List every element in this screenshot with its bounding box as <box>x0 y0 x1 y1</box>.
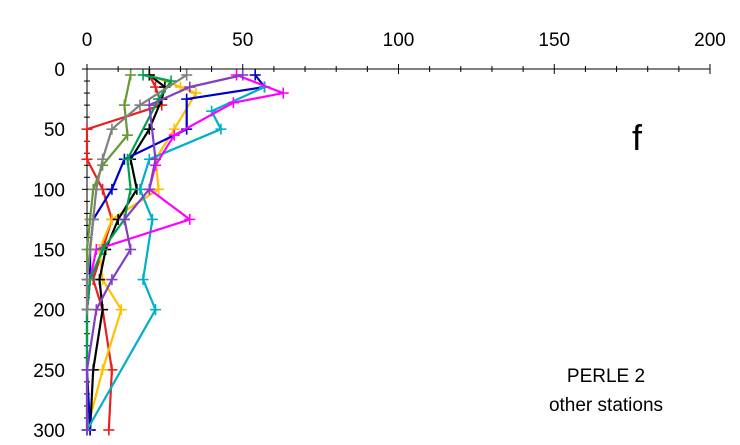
series-6-point <box>277 87 289 99</box>
series-8-point <box>81 364 93 376</box>
chart-series-layer <box>81 69 289 436</box>
x-tick-label: 50 <box>232 30 253 51</box>
series-3-point <box>93 274 105 286</box>
series-10 <box>81 69 193 316</box>
series-8-point <box>184 81 196 93</box>
series-4-point <box>181 93 193 105</box>
series-7-point <box>97 244 109 255</box>
series-4-point <box>249 69 261 81</box>
series-2-point <box>115 304 127 316</box>
series-4-point <box>106 183 118 195</box>
series-6-point <box>227 97 239 109</box>
series-4 <box>81 69 271 436</box>
series-8-point <box>237 69 249 81</box>
series-9-point <box>125 69 137 81</box>
series-9-point <box>118 99 130 111</box>
series-8-point <box>118 213 130 225</box>
series-8-point <box>143 183 155 195</box>
y-tick-label: 250 <box>33 361 65 382</box>
series-8-point <box>90 304 102 316</box>
series-8 <box>81 69 249 436</box>
series-2-point <box>97 364 109 376</box>
series-6-point <box>168 129 180 141</box>
series-1-point <box>103 424 115 436</box>
series-7-point <box>125 183 137 195</box>
series-5-point <box>146 213 158 225</box>
series-8-point <box>106 274 118 286</box>
series-5 <box>81 81 271 436</box>
chart-axes: 0 50 100 150 200 0 50 100 150 200 250 300 <box>33 30 726 442</box>
series-8-point <box>143 99 155 111</box>
series-1-point <box>106 364 118 376</box>
series-7-point <box>137 69 149 81</box>
series-5-line <box>86 85 266 431</box>
series-5-point <box>134 183 146 195</box>
series-10-point <box>134 99 146 111</box>
series-10-point <box>106 123 118 135</box>
x-tick-label: 150 <box>538 30 570 51</box>
series-8-point <box>125 244 137 255</box>
series-10-point <box>97 153 109 165</box>
y-tick-label: 50 <box>44 120 65 141</box>
y-tick-label: 200 <box>33 301 65 322</box>
series-10-point <box>81 274 93 286</box>
series-10-point <box>81 304 93 316</box>
series-6-point <box>184 213 196 225</box>
series-10-point <box>181 69 193 81</box>
y-tick-label: 0 <box>54 60 65 81</box>
series-10-point <box>84 244 96 255</box>
x-tick-label: 0 <box>82 30 93 51</box>
series-9-point <box>121 129 133 141</box>
y-tick-label: 100 <box>33 180 65 201</box>
series-8-point <box>81 424 93 436</box>
series-1-point <box>81 123 93 135</box>
x-tick-label: 100 <box>383 30 415 51</box>
series-2-point <box>153 183 165 195</box>
y-tick-label: 150 <box>33 241 65 262</box>
series-7-point <box>121 153 133 165</box>
series-5-point <box>137 274 149 286</box>
series-1 <box>81 69 168 436</box>
series-10-point <box>87 213 99 225</box>
series-1-point <box>150 81 162 93</box>
series-8-point <box>150 153 162 165</box>
series-1-point <box>81 153 93 165</box>
annotation-line-2: other stations <box>549 395 663 416</box>
series-2-line <box>85 73 198 431</box>
y-tick-label: 300 <box>33 421 65 442</box>
x-tick-label: 200 <box>694 30 726 51</box>
series-10-point <box>90 183 102 195</box>
series-5-point <box>215 123 227 135</box>
panel-letter: f <box>632 117 643 158</box>
annotation-line-1: PERLE 2 <box>567 366 645 387</box>
series-5-point <box>150 304 162 316</box>
